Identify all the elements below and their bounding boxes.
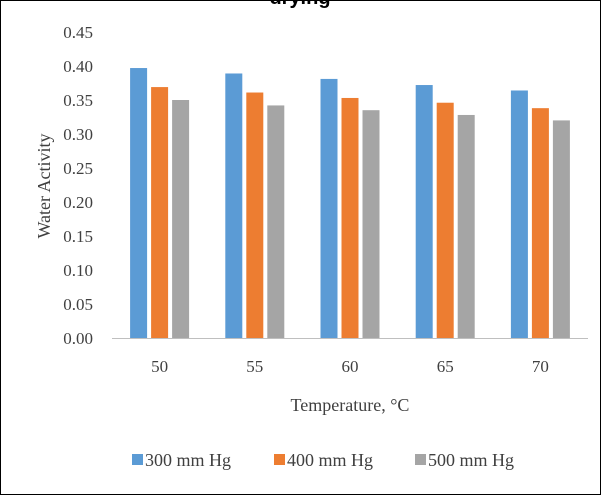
bar (267, 105, 285, 338)
legend-swatch (274, 454, 285, 465)
x-tick-label: 70 (532, 357, 549, 376)
bar (436, 102, 454, 338)
legend: 300 mm Hg 400 mm Hg 500 mm Hg (132, 450, 514, 470)
y-tick-label: 0.10 (63, 261, 93, 280)
y-tick-label: 0.40 (63, 57, 93, 76)
bar (130, 68, 148, 338)
bars-group (130, 68, 570, 339)
legend-swatch (415, 454, 426, 465)
bar (457, 114, 475, 339)
bar (246, 92, 264, 339)
y-tick-label: 0.20 (63, 193, 93, 212)
chart-title: drying (269, 0, 330, 9)
bar (531, 108, 549, 338)
bar (320, 78, 338, 339)
bar (415, 85, 433, 338)
bar (362, 110, 380, 338)
y-tick-label: 0.00 (63, 329, 93, 348)
bar (225, 73, 243, 338)
y-tick-label: 0.35 (63, 91, 93, 110)
x-tick-label: 60 (342, 357, 359, 376)
legend-label: 500 mm Hg (428, 450, 514, 470)
legend-label: 400 mm Hg (287, 450, 373, 470)
x-tick-label: 50 (151, 357, 168, 376)
x-tick-label: 55 (246, 357, 263, 376)
y-axis-title: Water Activity (34, 133, 54, 238)
x-axis-ticks: 50 55 60 65 70 (151, 357, 549, 376)
legend-label: 300 mm Hg (145, 450, 231, 470)
bar (151, 87, 169, 338)
bar (510, 90, 528, 338)
legend-swatch (132, 454, 143, 465)
bar (172, 100, 190, 338)
y-tick-label: 0.15 (63, 227, 93, 246)
bar (341, 97, 359, 339)
x-axis-title: Temperature, °C (291, 395, 410, 415)
y-tick-label: 0.25 (63, 159, 93, 178)
y-tick-label: 0.30 (63, 125, 93, 144)
bar (552, 120, 570, 339)
y-axis-ticks: 0.00 0.05 0.10 0.15 0.20 0.25 0.30 0.35 0.40 0.45 (63, 23, 93, 348)
x-tick-label: 65 (437, 357, 454, 376)
y-tick-label: 0.05 (63, 295, 93, 314)
y-tick-label: 0.45 (63, 23, 93, 42)
